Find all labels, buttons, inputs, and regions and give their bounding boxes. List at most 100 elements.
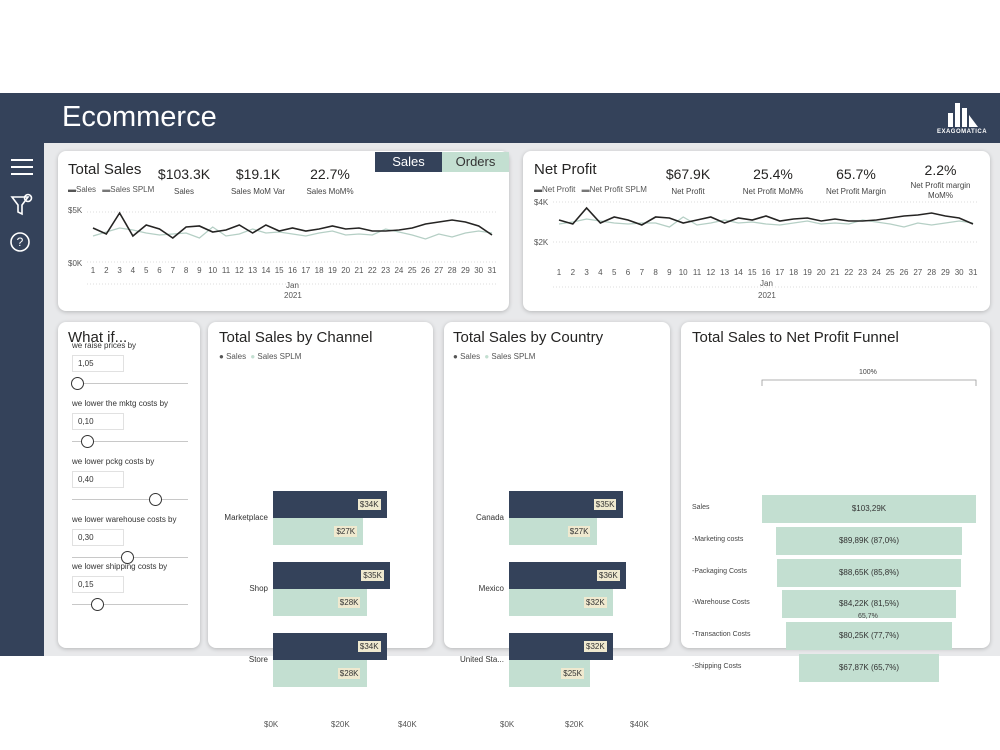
what-if-card: What if... we raise prices by 1,05 we lowe… xyxy=(58,322,200,648)
funnel-stage-label: -Warehouse Costs xyxy=(692,599,750,607)
x-tick-label: 21 xyxy=(355,266,364,275)
kpi-sales: $103.3K Sales xyxy=(154,165,214,197)
what-if-slider-handle[interactable] xyxy=(71,377,84,390)
toggle-sales-button[interactable]: Sales xyxy=(375,152,442,172)
what-if-label: we lower shipping costs by xyxy=(72,562,168,571)
kpi-label: Net Profit Margin xyxy=(825,187,887,196)
funnel-stage-label: -Shipping Costs xyxy=(692,663,742,670)
x-tick-label: $0K xyxy=(264,720,279,729)
help-icon[interactable]: ? xyxy=(10,232,30,252)
bar-data-label: $34K xyxy=(357,641,381,652)
left-nav: ? xyxy=(0,143,44,656)
x-tick-label: 22 xyxy=(368,266,377,275)
funnel-title: Total Sales to Net Profit Funnel xyxy=(692,329,899,346)
x-tick-label: 13 xyxy=(248,266,257,275)
what-if-slider-track[interactable] xyxy=(72,499,188,500)
x-tick-label: 14 xyxy=(734,268,743,277)
what-if-slider-track[interactable] xyxy=(72,383,188,384)
what-if-value-input[interactable]: 0,40 xyxy=(72,471,124,488)
x-tick-label: 19 xyxy=(328,266,337,275)
legend-sales-splm: ▬Sales SPLM xyxy=(102,185,155,194)
series-line-splm xyxy=(558,216,974,228)
report-canvas: Ecommerce EXAGOMATICA ? xyxy=(0,93,1000,729)
x-tick-label: $20K xyxy=(331,720,350,729)
x-tick-label: 3 xyxy=(584,268,589,277)
y-tick: $5K xyxy=(68,206,83,215)
funnel-bar: $84,22K (81,5%) xyxy=(781,590,957,619)
filter-icon[interactable] xyxy=(10,193,33,216)
toggle-orders-button[interactable]: Orders xyxy=(442,152,509,172)
x-tick-label: 28 xyxy=(448,266,457,275)
x-tick-label: 30 xyxy=(955,268,964,277)
legend-sales: ▬Sales xyxy=(68,185,97,194)
x-tick-label: 21 xyxy=(831,268,840,277)
x-tick-label: 24 xyxy=(394,266,403,275)
what-if-value-input[interactable]: 0,15 xyxy=(72,576,124,593)
x-tick-label: 17 xyxy=(775,268,784,277)
what-if-slider-handle[interactable] xyxy=(81,435,94,448)
bar-data-label: $34K xyxy=(357,499,381,510)
kpi-net-profit-margin-mom: 2.2% Net Profit margin MoM% xyxy=(903,161,978,201)
x-tick-label: 12 xyxy=(706,268,715,277)
x-tick-label: 20 xyxy=(341,266,350,275)
svg-text:?: ? xyxy=(17,235,24,249)
header-bar: Ecommerce EXAGOMATICA xyxy=(0,93,1000,143)
bar-data-label: $25K xyxy=(561,668,584,679)
x-tick-label: $40K xyxy=(398,720,417,729)
x-tick-label: 11 xyxy=(693,268,702,277)
legend-sales: ● Sales xyxy=(453,352,481,361)
what-if-slider-track[interactable] xyxy=(72,604,188,605)
y-tick: $2K xyxy=(534,238,549,247)
what-if-slider-handle[interactable] xyxy=(149,493,162,506)
x-tick-label: 1 xyxy=(91,266,96,275)
what-if-slider-handle[interactable] xyxy=(91,598,104,611)
funnel-bottom-label: 65,7% xyxy=(858,613,878,620)
kpi-label: Sales MoM% xyxy=(306,187,354,196)
what-if-value-input[interactable]: 0,30 xyxy=(72,529,124,546)
x-tick-label: 26 xyxy=(900,268,909,277)
bar-data-label: $35K xyxy=(593,499,617,510)
what-if-value-input[interactable]: 1,05 xyxy=(72,355,124,372)
y-tick: $0K xyxy=(68,259,83,268)
x-tick-label: 30 xyxy=(474,266,483,275)
kpi-label: Sales MoM Var xyxy=(230,187,286,196)
what-if-slider-handle[interactable] xyxy=(121,551,134,564)
x-tick-label: $0K xyxy=(500,720,515,729)
x-tick-label: 25 xyxy=(408,266,417,275)
kpi-value: 22.7% xyxy=(310,166,350,182)
logo-icon xyxy=(948,103,978,127)
funnel-bar: $89,89K (87,0%) xyxy=(775,526,963,555)
menu-icon[interactable] xyxy=(11,159,33,175)
kpi-value: $67.9K xyxy=(665,166,711,182)
funnel-stage-label: -Marketing costs xyxy=(692,535,744,543)
x-tick-label: 11 xyxy=(222,266,231,275)
legend-net-profit: ▬Net Profit xyxy=(534,185,576,194)
total-sales-legend: ▬Sales ▬Sales SPLM xyxy=(68,185,154,194)
x-tick-label: 27 xyxy=(913,268,922,277)
x-tick-label: 10 xyxy=(208,266,217,275)
x-tick-label: $20K xyxy=(565,720,584,729)
kpi-sales-mom-var: $19.1K Sales MoM Var xyxy=(223,165,293,197)
x-tick-label: 25 xyxy=(886,268,895,277)
net-profit-title: Net Profit xyxy=(534,161,597,178)
series-line-splm xyxy=(92,226,493,240)
funnel-stage-label: -Transaction Costs xyxy=(692,631,751,639)
total-sales-title: Total Sales xyxy=(68,161,142,178)
what-if-slider-track[interactable] xyxy=(72,441,188,442)
brand-logo: EXAGOMATICA xyxy=(936,99,988,139)
bar-data-label: $32K xyxy=(584,641,607,652)
what-if-value-input[interactable]: 0,10 xyxy=(72,413,124,430)
category-label: Marketplace xyxy=(224,513,268,522)
x-tick-label: 26 xyxy=(421,266,430,275)
kpi-value: 2.2% xyxy=(924,162,957,178)
funnel-bar: $103,29K xyxy=(762,495,976,523)
x-tick-label: 22 xyxy=(844,268,853,277)
x-tick-label: 29 xyxy=(461,266,470,275)
what-if-label: we raise prices by xyxy=(72,341,137,350)
total-sales-card: Total Sales ▬Sales ▬Sales SPLM $103.3K S… xyxy=(58,151,509,311)
sales-by-channel-card: Total Sales by Channel ● Sales ● Sales S… xyxy=(208,322,433,729)
x-year-label: 2021 xyxy=(284,291,302,300)
what-if-title: What if... xyxy=(68,329,128,346)
x-tick-label: 3 xyxy=(117,266,122,275)
net-profit-line-chart: 1 2 3 4 5 6 7 8 9 10 11 12 13 14 15 16 17 18 19 20 21 22 23 24 2… xyxy=(553,201,979,288)
